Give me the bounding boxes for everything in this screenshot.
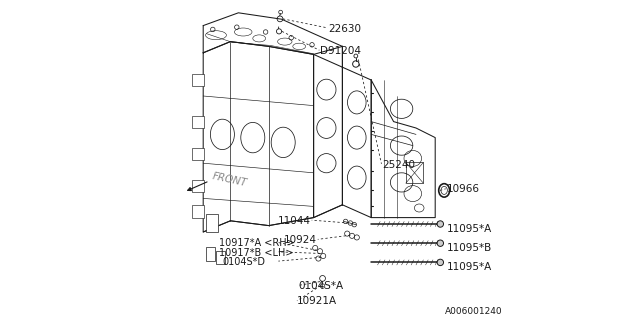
Text: 11095*A: 11095*A <box>447 262 492 272</box>
FancyBboxPatch shape <box>206 214 218 232</box>
FancyBboxPatch shape <box>192 116 204 128</box>
Bar <box>406 162 424 183</box>
FancyBboxPatch shape <box>192 180 204 192</box>
Text: 0104S*A: 0104S*A <box>298 281 344 292</box>
FancyBboxPatch shape <box>192 205 204 218</box>
Text: 10921A: 10921A <box>296 296 337 307</box>
Text: D91204: D91204 <box>320 46 361 56</box>
Text: 10917*A <RH>: 10917*A <RH> <box>219 238 295 248</box>
Text: 11095*B: 11095*B <box>447 243 492 253</box>
FancyBboxPatch shape <box>216 251 225 264</box>
Text: 10917*B <LH>: 10917*B <LH> <box>219 248 294 258</box>
Text: 10924: 10924 <box>284 235 317 245</box>
Circle shape <box>437 259 444 266</box>
Circle shape <box>437 221 444 227</box>
Text: FRONT: FRONT <box>211 172 248 189</box>
Text: 0104S*D: 0104S*D <box>223 257 266 267</box>
Text: 22630: 22630 <box>328 24 361 34</box>
Text: 11044: 11044 <box>277 216 310 226</box>
Text: 11095*A: 11095*A <box>447 224 492 234</box>
Text: A006001240: A006001240 <box>445 308 502 316</box>
Text: 25240: 25240 <box>383 160 415 170</box>
FancyBboxPatch shape <box>206 247 215 261</box>
Text: 10966: 10966 <box>447 184 479 194</box>
Circle shape <box>437 240 444 246</box>
FancyBboxPatch shape <box>192 74 204 86</box>
FancyBboxPatch shape <box>192 148 204 160</box>
